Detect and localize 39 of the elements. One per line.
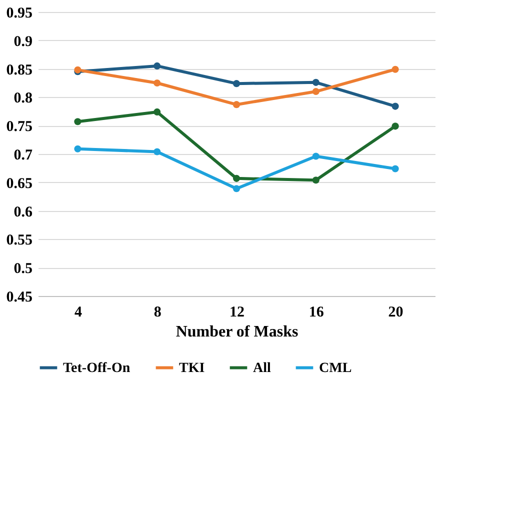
point (312, 152, 320, 160)
point (392, 66, 399, 73)
point (312, 88, 320, 96)
legend-label: Tet-Off-On (63, 360, 130, 376)
x-tick-label: 12 (230, 304, 244, 320)
point (392, 122, 399, 130)
y-tick-label: 0.75 (6, 119, 32, 136)
legend-label: TKI (179, 360, 205, 376)
point (392, 165, 399, 172)
x-axis-title: Number of Masks (176, 324, 298, 340)
y-tick-label: 0.65 (6, 176, 32, 192)
y-tick-label: 0.6 (14, 204, 33, 220)
point (154, 148, 161, 156)
legend-label: All (253, 360, 271, 376)
point (232, 185, 240, 192)
y-tick-label: 0.95 (6, 6, 32, 22)
x-tick-label: 4 (74, 304, 82, 320)
point (154, 108, 161, 116)
point (232, 80, 240, 88)
point (154, 79, 161, 87)
y-tick-label: 0.8 (14, 90, 32, 107)
y-tick-label: 0.55 (6, 232, 32, 249)
point (74, 145, 82, 152)
y-tick-label: 0.5 (14, 261, 32, 278)
point (392, 102, 399, 110)
point (232, 101, 240, 108)
y-tick-label: 0.85 (6, 62, 32, 78)
y-tick-label: 0.9 (14, 34, 32, 50)
point (74, 118, 82, 126)
point (232, 174, 240, 182)
y-tick-label: 0.45 (6, 290, 32, 306)
point (312, 78, 320, 86)
y-tick-label: 0.7 (14, 148, 33, 164)
x-tick-label: 20 (388, 304, 404, 320)
x-tick-label: 8 (154, 304, 162, 320)
point (154, 62, 161, 70)
point (312, 176, 320, 184)
x-tick-label: 16 (308, 304, 324, 320)
legend-label: CML (319, 360, 352, 376)
